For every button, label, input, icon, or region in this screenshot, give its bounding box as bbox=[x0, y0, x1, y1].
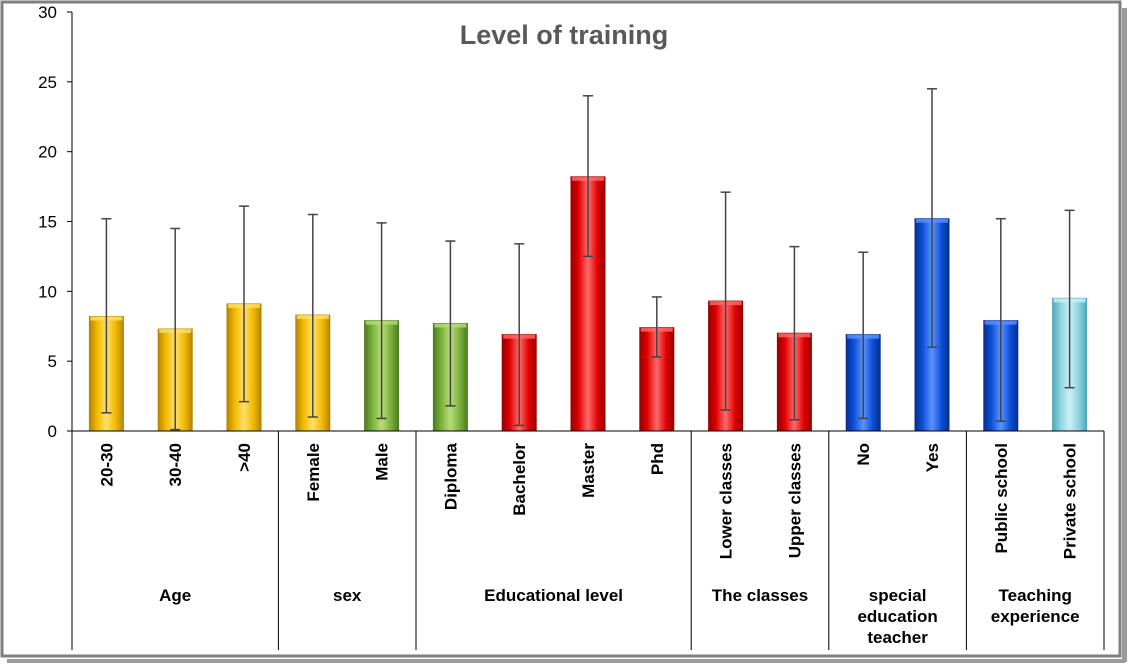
group-label: The classes bbox=[712, 586, 808, 605]
x-tick-label: Private school bbox=[1061, 443, 1080, 559]
y-tick-label: 20 bbox=[38, 143, 57, 162]
x-tick-label: Yes bbox=[923, 443, 942, 472]
x-tick-label: 30-40 bbox=[166, 443, 185, 486]
frame-shadow-bottom bbox=[7, 659, 1125, 663]
group-label: Teaching bbox=[999, 586, 1072, 605]
group-label: experience bbox=[991, 607, 1080, 626]
group-label: teacher bbox=[867, 628, 928, 647]
y-tick-label: 25 bbox=[38, 73, 57, 92]
x-tick-label: Public school bbox=[992, 443, 1011, 554]
y-tick-label: 0 bbox=[48, 422, 57, 441]
frame-shadow-right bbox=[1122, 8, 1127, 662]
x-tick-label: Master bbox=[579, 443, 598, 498]
chart-title: Level of training bbox=[460, 20, 669, 50]
group-label: Age bbox=[159, 586, 191, 605]
group-label: Educational level bbox=[484, 586, 623, 605]
x-tick-label: Diploma bbox=[441, 442, 460, 510]
x-tick-label: >40 bbox=[235, 443, 254, 472]
group-label: special bbox=[869, 586, 927, 605]
y-tick-label: 10 bbox=[38, 282, 57, 301]
x-tick-label: Upper classes bbox=[785, 443, 804, 558]
group-label: education bbox=[857, 607, 937, 626]
x-tick-label: Female bbox=[304, 443, 323, 502]
y-tick-label: 30 bbox=[38, 3, 57, 22]
x-tick-label: Male bbox=[373, 443, 392, 481]
y-tick-label: 15 bbox=[38, 213, 57, 232]
y-axis: 0 5 10 15 20 25 30 bbox=[38, 3, 73, 441]
y-tick-label: 5 bbox=[48, 352, 57, 371]
x-tick-label: Lower classes bbox=[717, 443, 736, 559]
bars-group bbox=[88, 88, 1088, 432]
x-tick-label: Bachelor bbox=[510, 443, 529, 516]
x-axis: 20-30 30-40 >40 Female Male Diploma Bachelor Ma… bbox=[71, 430, 1105, 650]
x-tick-label: No bbox=[854, 443, 873, 466]
x-tick-label: Phd bbox=[648, 443, 667, 475]
x-tick-label: 20-30 bbox=[97, 443, 116, 486]
group-label: sex bbox=[333, 586, 362, 605]
